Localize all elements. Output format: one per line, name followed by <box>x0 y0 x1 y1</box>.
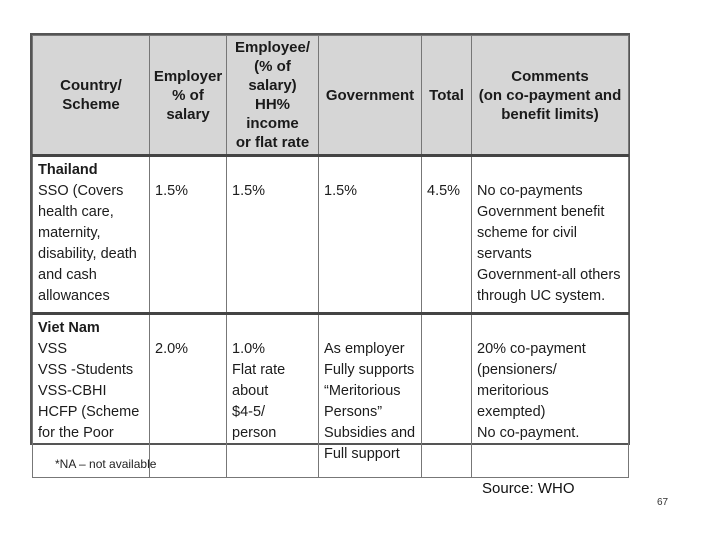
table-row-viet-nam: Viet Nam VSS VSS -Students VSS-CBHI HCFP… <box>32 312 629 478</box>
cell-employer: 1.5% <box>149 155 227 314</box>
header-government: Government <box>318 35 422 157</box>
cell-total: 4.5% <box>421 155 472 314</box>
header-employer: Employer % of salary <box>149 35 227 157</box>
scheme-table: Country/ Scheme Employer % of salary Emp… <box>32 35 629 478</box>
page-number: 67 <box>657 497 669 508</box>
header-total: Total <box>421 35 472 157</box>
header-comments: Comments (on co-payment and benefit limi… <box>471 35 629 157</box>
source-citation: Source: WHO <box>482 480 575 497</box>
footnote: *NA – not available <box>55 457 157 471</box>
cell-comments: 20% co-payment (pensioners/ meritorious … <box>471 312 629 478</box>
country-name: Thailand <box>38 162 98 178</box>
cell-employee: 1.5% <box>226 155 319 314</box>
cell-country-scheme: Thailand SSO (Covers health care, matern… <box>32 155 150 314</box>
cell-employee: 1.0% Flat rate about $4-5/ person <box>226 312 319 478</box>
country-name: Viet Nam <box>38 320 100 336</box>
cell-comments: No co-payments Government benefit scheme… <box>471 155 629 314</box>
header-row: Country/ Scheme Employer % of salary Emp… <box>32 35 629 157</box>
cell-country-scheme: Viet Nam VSS VSS -Students VSS-CBHI HCFP… <box>32 312 150 478</box>
cell-government: As employer Fully supports “Meritorious … <box>318 312 422 478</box>
cell-government: 1.5% <box>318 155 422 314</box>
header-employee: Employee/ (% of salary) HH% income or fl… <box>226 35 319 157</box>
table-row-thailand: Thailand SSO (Covers health care, matern… <box>32 155 629 314</box>
header-country-scheme: Country/ Scheme <box>32 35 150 157</box>
scheme-table-frame: Country/ Scheme Employer % of salary Emp… <box>30 33 630 478</box>
cell-employer: 2.0% <box>149 312 227 478</box>
cell-total <box>421 312 472 478</box>
